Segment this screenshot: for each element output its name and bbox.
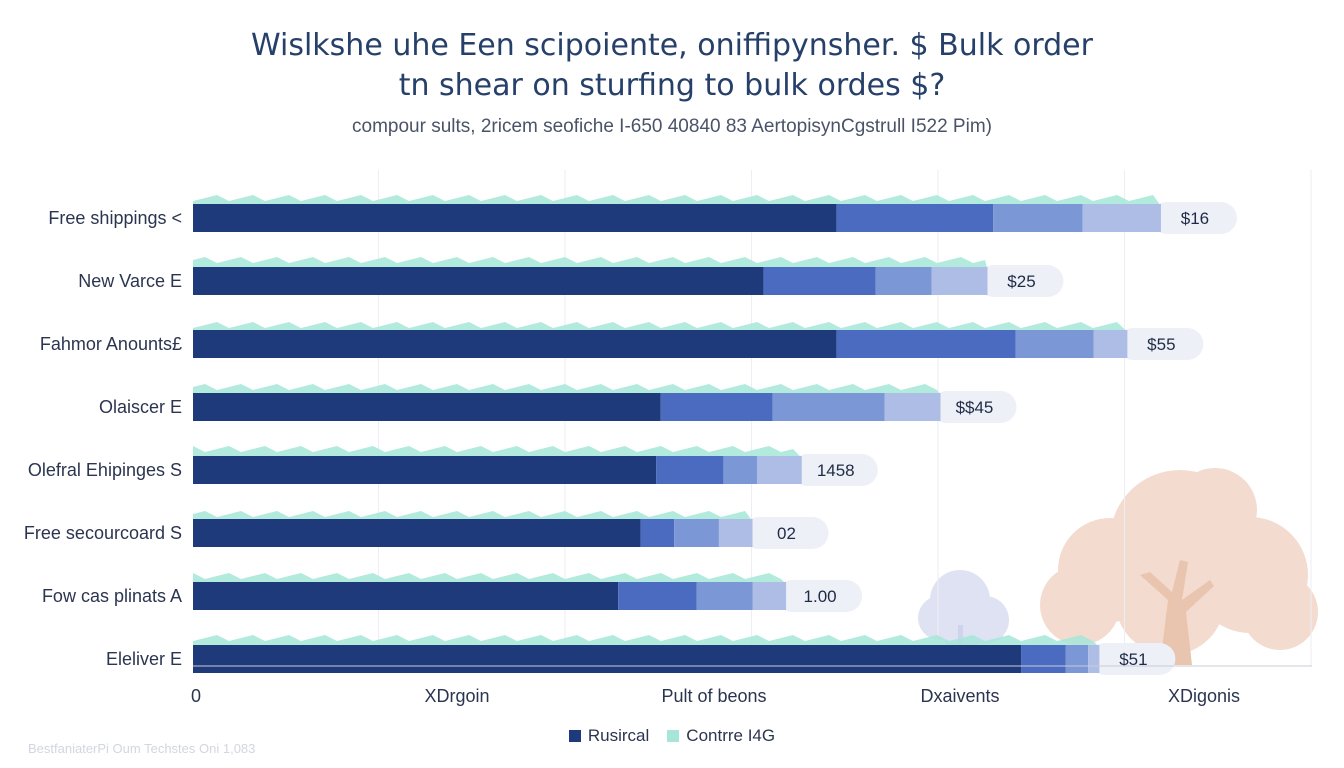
bar-row: Free shippings < $16 <box>48 195 1237 234</box>
x-tick-label: 0 <box>191 686 201 706</box>
bar-segment <box>763 267 876 295</box>
value-label: $16 <box>1181 209 1209 228</box>
bar-segment <box>193 330 837 358</box>
bar-segment <box>193 519 641 547</box>
value-label: $51 <box>1119 650 1147 669</box>
legend-swatch-mint <box>667 730 680 742</box>
bar-halo <box>193 573 787 584</box>
chart-title-line-2: tn shear on sturfing to bulk ordes $? <box>398 68 946 103</box>
bar-segment <box>772 393 885 421</box>
bar-segment <box>1065 645 1089 673</box>
category-label: New Varce E <box>78 271 182 291</box>
footer-note: BestfaniaterPi Oum Techstes Oni 1,083 <box>28 741 256 756</box>
bar-segment <box>931 267 988 295</box>
category-label: Fow cas plinats A <box>42 586 182 606</box>
bar-segment <box>660 393 773 421</box>
bar-segment <box>674 519 719 547</box>
bar-halo <box>193 322 1128 332</box>
value-label: $$45 <box>956 398 994 417</box>
value-label: 1.00 <box>804 587 837 606</box>
value-label: $25 <box>1007 272 1035 291</box>
category-label: Free shippings < <box>48 208 182 228</box>
bar-halo <box>193 635 1100 647</box>
bar-halo <box>193 257 988 269</box>
bar-segment <box>656 456 724 484</box>
bar-halo <box>193 195 1161 206</box>
bar-segment <box>756 456 802 484</box>
x-tick-label: XDigonis <box>1168 686 1240 706</box>
category-label: Olefral Ehipinges S <box>28 460 182 480</box>
bar-segment <box>618 582 697 610</box>
bar-halo <box>193 384 941 395</box>
bar-segment <box>1082 204 1161 232</box>
bar-segment <box>193 582 619 610</box>
bar-segment <box>193 456 657 484</box>
value-pill <box>1150 202 1237 234</box>
bar-segment <box>884 393 941 421</box>
bar-segment <box>752 582 787 610</box>
bar-segment <box>1088 645 1100 673</box>
legend-item-contrre: Contrre I4G <box>667 726 775 746</box>
legend-label-rusircal: Rusircal <box>587 726 650 745</box>
legend-swatch-dark <box>568 730 581 742</box>
bar-segment <box>193 204 837 232</box>
value-label: $55 <box>1147 335 1175 354</box>
x-tick-label: XDrgoin <box>424 686 489 706</box>
bar-halo <box>193 446 802 458</box>
value-pill <box>1117 328 1204 360</box>
bar-segment <box>836 204 994 232</box>
value-pill <box>742 517 829 549</box>
bar-segment <box>193 267 764 295</box>
bar-row: Olaiscer E $$45 <box>99 384 1017 423</box>
tree-illustration <box>1040 468 1318 665</box>
bar-segment <box>193 393 661 421</box>
value-pill <box>977 265 1064 297</box>
bar-segment <box>640 519 675 547</box>
value-label: 02 <box>777 524 796 543</box>
legend-item-rusircal: Rusircal <box>568 726 650 746</box>
legend-label-contrre: Contrre I4G <box>686 726 776 745</box>
legend: Rusircal Contrre I4G <box>0 726 1344 746</box>
value-pill <box>930 391 1017 423</box>
bar-segment <box>1015 330 1094 358</box>
bar-row: Fahmor Anounts£ $55 <box>40 322 1204 360</box>
bar-row: Olefral Ehipinges S 1458 <box>28 446 878 486</box>
chart-subtitle: compour sults, 2ricem seofiche I-650 408… <box>352 116 992 137</box>
bar-row: Fow cas plinats A 1.00 <box>42 573 863 612</box>
value-pill <box>1089 643 1176 675</box>
category-label: Olaiscer E <box>99 397 182 417</box>
bar-row: New Varce E $25 <box>78 257 1064 297</box>
bar-segment <box>696 582 753 610</box>
bar-segment <box>718 519 753 547</box>
bar-segment <box>836 330 1016 358</box>
bar-segment <box>1021 645 1066 673</box>
value-pill <box>791 454 878 486</box>
bar-segment <box>1093 330 1128 358</box>
bar-row: Eleliver E $51 <box>106 635 1176 675</box>
bar-row: Free secourcoard S 02 <box>24 511 829 549</box>
value-label: 1458 <box>817 461 855 480</box>
value-pill <box>776 580 863 612</box>
category-label: Eleliver E <box>106 649 182 669</box>
x-tick-label: Dxaivents <box>920 686 999 706</box>
bar-segment <box>723 456 757 484</box>
bar-segment <box>875 267 932 295</box>
bar-segment <box>193 645 1022 673</box>
bar-segment <box>993 204 1083 232</box>
chart-title-line-1: Wislkshe uhe Een scipoiente, oniffipynsh… <box>251 28 1093 63</box>
bar-halo <box>193 511 753 521</box>
category-label: Free secourcoard S <box>24 523 182 543</box>
category-label: Fahmor Anounts£ <box>40 334 182 354</box>
x-tick-label: Pult of beons <box>661 686 766 706</box>
background-illustrations <box>918 468 1318 665</box>
